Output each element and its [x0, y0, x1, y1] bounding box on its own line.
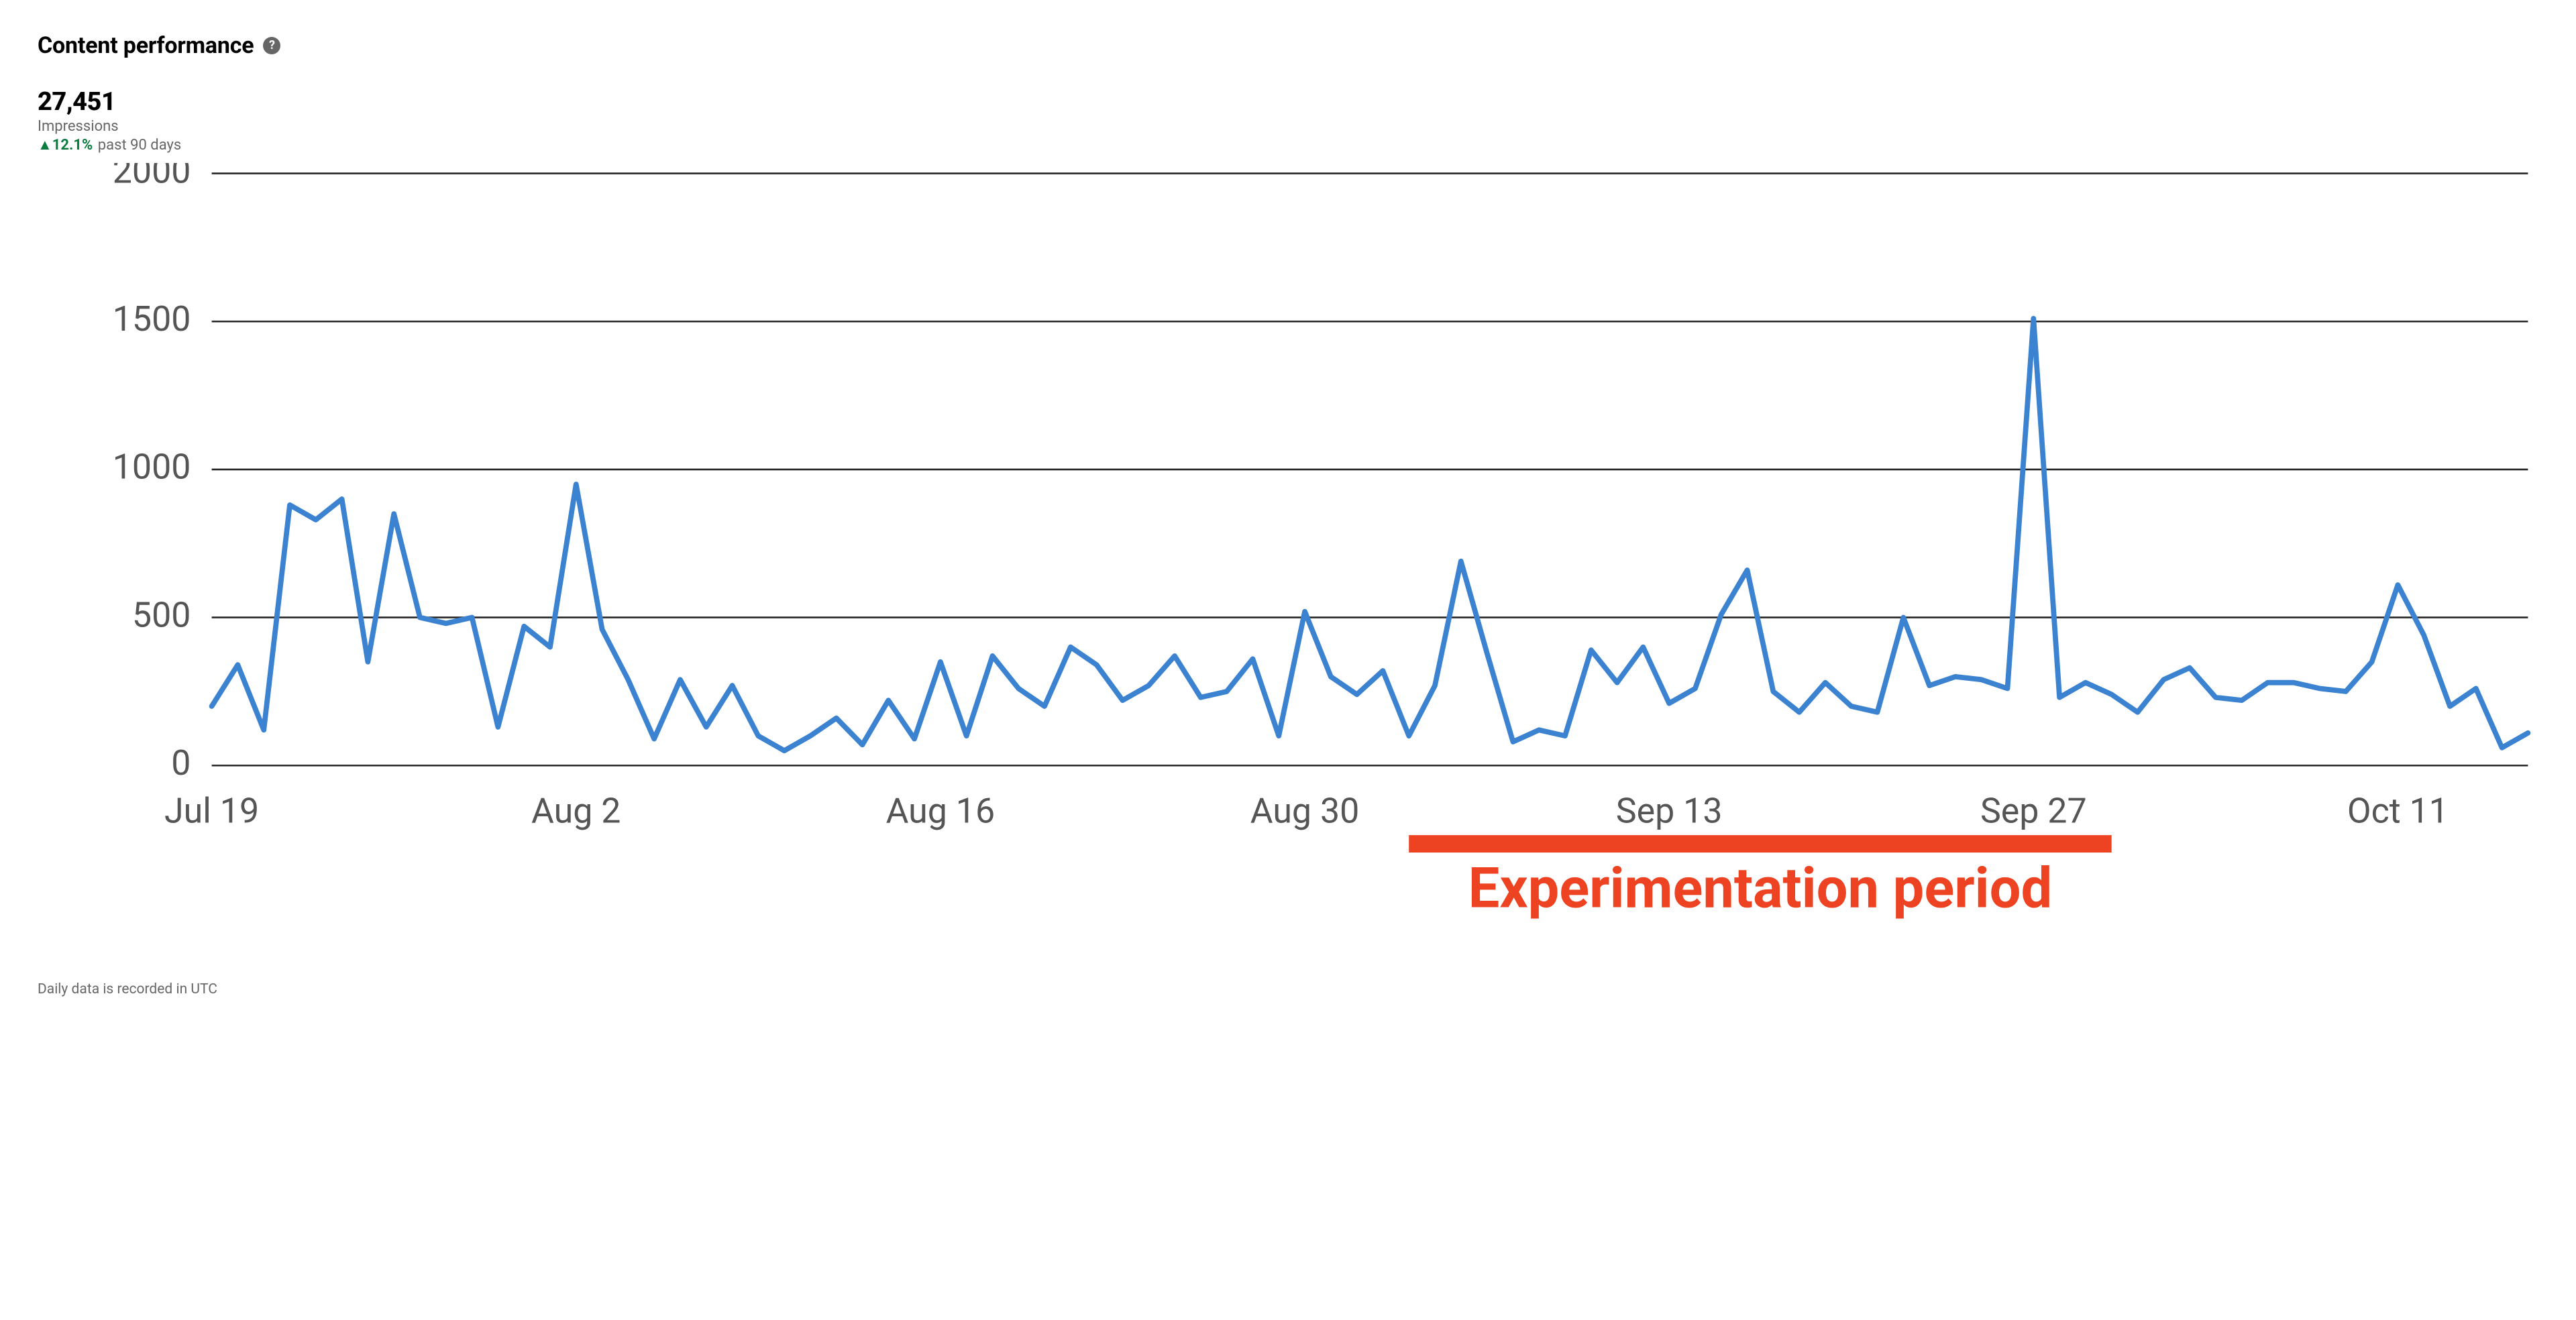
x-tick-label: Sep 27: [1980, 790, 2087, 831]
x-tick-label: Oct 11: [2347, 790, 2449, 831]
x-tick-label: Aug 16: [886, 790, 996, 831]
help-icon[interactable]: ?: [263, 37, 280, 54]
x-tick-label: Aug 2: [531, 790, 621, 831]
chart-svg: 0 500 1000 1500 2000 Jul 19 Aug 2 Aug 16 Aug 30 S…: [38, 163, 2538, 975]
content-performance-card: Content performance ? 27,451 Impressions…: [0, 0, 2576, 1019]
impressions-chart: 0 500 1000 1500 2000 Jul 19 Aug 2 Aug 16 Aug 30 S…: [38, 163, 2538, 975]
y-tick-label: 2000: [113, 163, 191, 191]
experimentation-period-label: Experimentation period: [1468, 857, 2053, 922]
metric-label: Impressions: [38, 118, 2538, 135]
y-tick-label: 0: [171, 742, 191, 783]
metric-block: 27,451 Impressions ▲12.1% past 90 days: [38, 87, 2538, 154]
x-tick-label: Jul 19: [164, 790, 259, 831]
y-tick-label: 1000: [113, 447, 191, 488]
card-title: Content performance: [38, 32, 254, 59]
experimentation-period-bar: [1409, 835, 2111, 852]
x-tick-label: Aug 30: [1250, 790, 1360, 831]
y-tick-label: 500: [132, 594, 191, 635]
metric-value: 27,451: [38, 87, 2538, 117]
y-tick-label: 1500: [113, 298, 191, 339]
impressions-line: [212, 319, 2528, 751]
title-row: Content performance ?: [38, 32, 2538, 59]
metric-delta: ▲12.1% past 90 days: [38, 136, 2538, 154]
x-tick-label: Sep 13: [1616, 790, 1723, 831]
footnote: Daily data is recorded in UTC: [38, 981, 2538, 997]
delta-period: past 90 days: [98, 137, 182, 154]
delta-up-indicator: ▲12.1%: [38, 137, 93, 154]
